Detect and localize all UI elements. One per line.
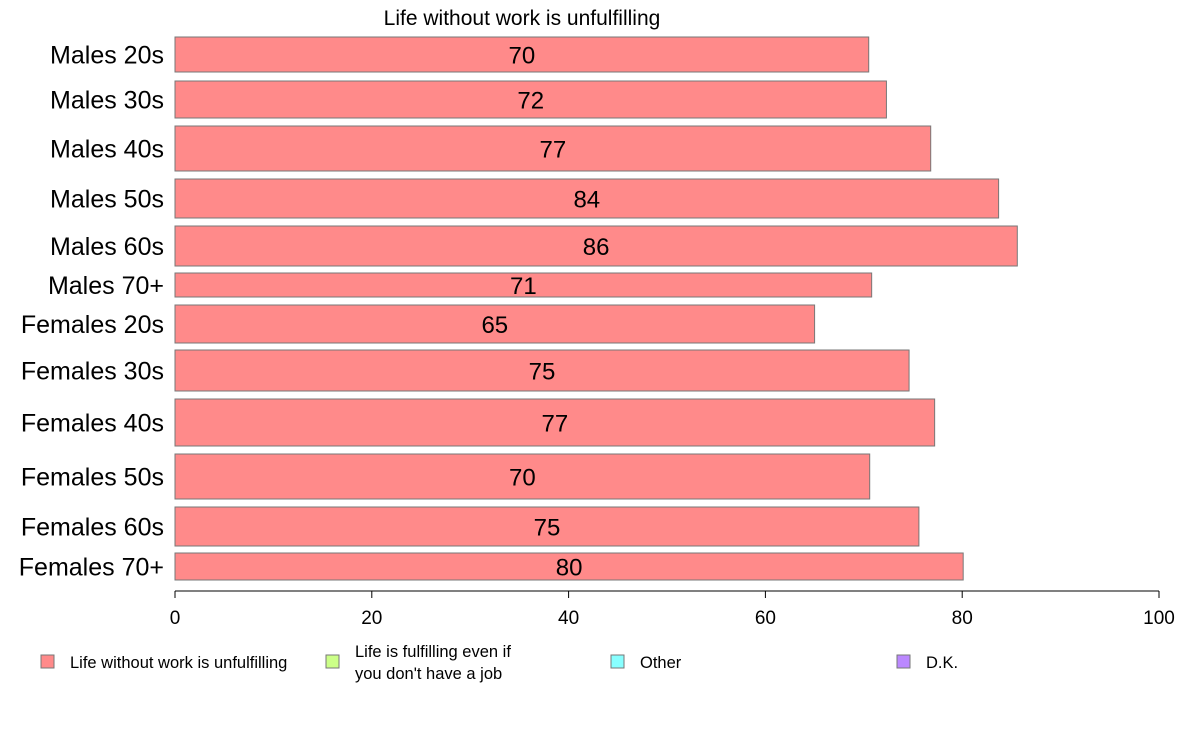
category-label: Males 20s (50, 42, 164, 70)
legend-label: Life is fulfilling even if (355, 643, 511, 661)
bar (174, 80, 887, 119)
category-labels: Males 20s Males 30s Males 40s Males 50s Male… (19, 42, 164, 582)
data-label: 77 (541, 411, 568, 438)
category-label: Males 50s (50, 186, 164, 214)
data-label: 70 (509, 43, 536, 70)
data-label: 70 (509, 465, 536, 492)
data-label: 75 (529, 359, 556, 386)
x-tick-label: 20 (361, 608, 382, 629)
green-swatch (325, 654, 340, 669)
x-tick-label: 40 (558, 608, 579, 629)
data-label: 77 (540, 137, 567, 164)
data-label: 80 (556, 555, 583, 582)
bar (174, 349, 910, 392)
red-swatch (40, 654, 55, 669)
bar (174, 36, 870, 73)
category-label: Females 40s (21, 410, 164, 438)
bar (174, 272, 873, 298)
cyan-swatch (610, 654, 625, 669)
bar (174, 225, 1018, 267)
data-label: 72 (517, 88, 544, 115)
x-axis: 0 20 40 60 80 100 (170, 590, 1175, 629)
legend-label: you don't have a job (355, 665, 502, 683)
data-label: 86 (583, 234, 610, 261)
bar (174, 453, 871, 500)
chart-title: Life without work is unfulfilling (384, 7, 661, 30)
data-label: 84 (573, 187, 600, 214)
bar (174, 125, 932, 172)
legend: Life without work is unfulfilling Life is… (40, 643, 958, 683)
x-tick-label: 0 (170, 608, 181, 629)
category-label: Females 20s (21, 311, 164, 339)
category-label: Females 70+ (19, 554, 164, 582)
purple-swatch (896, 654, 911, 669)
bars-group (174, 36, 1018, 581)
category-label: Females 60s (21, 514, 164, 542)
bar (174, 398, 936, 447)
data-label: 71 (510, 273, 537, 300)
bar (174, 304, 816, 344)
category-label: Males 60s (50, 233, 164, 261)
legend-label: Life without work is unfulfilling (70, 654, 287, 672)
x-tick-label: 60 (755, 608, 776, 629)
x-tick-label: 80 (952, 608, 973, 629)
bar (174, 178, 1000, 219)
x-tick-label: 100 (1143, 608, 1175, 629)
category-label: Males 30s (50, 87, 164, 115)
legend-label: Other (640, 654, 682, 672)
data-label: 65 (481, 312, 508, 339)
bar (174, 552, 964, 581)
data-label: 75 (534, 515, 561, 542)
legend-label: D.K. (926, 654, 958, 672)
category-label: Males 70+ (48, 272, 164, 300)
category-label: Females 30s (21, 358, 164, 386)
bar (174, 506, 920, 547)
category-label: Females 50s (21, 464, 164, 492)
category-label: Males 40s (50, 136, 164, 164)
